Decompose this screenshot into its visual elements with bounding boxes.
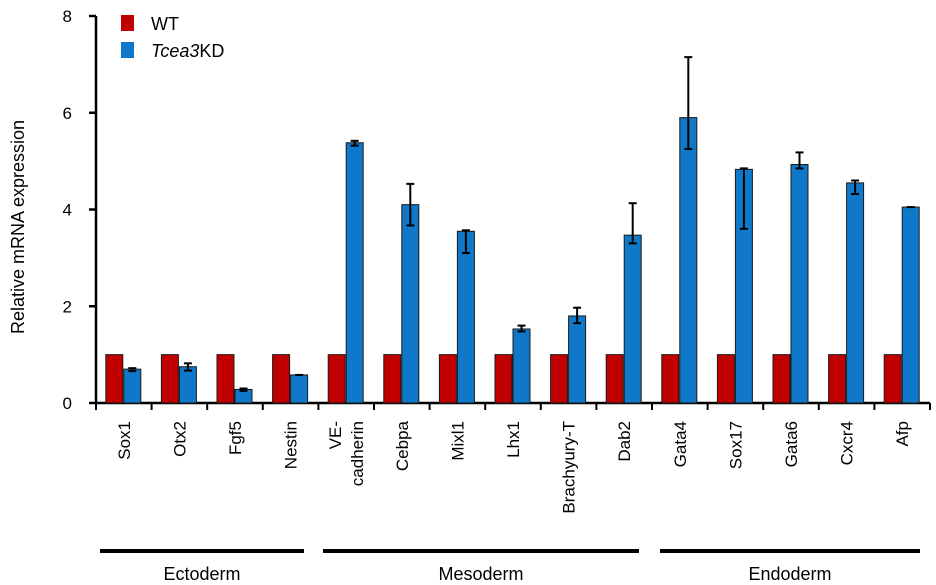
legend-swatch-wt <box>121 15 134 31</box>
bar-wt-4 <box>327 354 346 404</box>
bar-tcea3kd-1 <box>178 366 197 404</box>
category-label: Fgf5 <box>226 421 245 455</box>
bar-tcea3kd-4 <box>345 142 364 404</box>
error-bars <box>128 56 915 392</box>
y-tick-label: 2 <box>63 297 72 316</box>
y-tick-label: 0 <box>63 394 72 413</box>
bars <box>105 117 920 404</box>
bar-tcea3kd-13 <box>846 182 865 404</box>
y-tick-label: 6 <box>63 104 72 123</box>
category-labels: Sox1 Otx2 Fgf5 Nestin VE-cadherin Cebpa Mixl1 L… <box>115 420 912 513</box>
bar-wt-6 <box>438 354 457 404</box>
x-axis <box>95 401 931 410</box>
bar-tcea3kd-8 <box>568 315 587 404</box>
bar-wt-14 <box>883 354 902 404</box>
category-label: VE- <box>326 421 345 449</box>
legend: WT Tcea3KD <box>121 14 224 61</box>
bar-tcea3kd-3 <box>290 374 309 404</box>
category-label: Sox1 <box>115 421 134 460</box>
bar-tcea3kd-0 <box>123 368 142 404</box>
bar-tcea3kd-14 <box>901 206 920 404</box>
category-label: Mixl1 <box>448 421 467 461</box>
bar-wt-3 <box>272 354 291 404</box>
category-label: Afp <box>893 421 912 447</box>
legend-swatch-tcea3kd <box>121 42 134 58</box>
bar-tcea3kd-9 <box>623 234 642 404</box>
category-label: Gata6 <box>782 421 801 467</box>
group-brackets: Ectoderm Mesoderm Endoderm <box>100 549 920 584</box>
group-label-endoderm: Endoderm <box>748 564 831 584</box>
group-label-mesoderm: Mesoderm <box>438 564 523 584</box>
bar-wt-1 <box>160 354 179 404</box>
bar-wt-2 <box>216 354 235 404</box>
bar-wt-0 <box>105 354 124 404</box>
bar-wt-7 <box>494 354 513 404</box>
y-axis: 0 2 4 6 8 <box>63 7 98 413</box>
category-label: Cebpa <box>393 420 412 471</box>
bar-wt-8 <box>550 354 569 404</box>
bar-wt-9 <box>605 354 624 404</box>
bar-wt-10 <box>661 354 680 404</box>
bar-tcea3kd-7 <box>512 328 531 404</box>
bar-tcea3kd-10 <box>679 117 698 404</box>
legend-label-tcea3kd: Tcea3KD <box>151 41 224 61</box>
category-label: Dab2 <box>615 421 634 462</box>
y-tick-label: 8 <box>63 7 72 26</box>
category-label: Cxcr4 <box>838 421 857 465</box>
category-label: Lhx1 <box>504 421 523 458</box>
category-label: Sox17 <box>726 421 745 469</box>
bar-tcea3kd-5 <box>401 204 420 404</box>
category-label: Otx2 <box>170 421 189 457</box>
category-label: Gata4 <box>671 421 690 467</box>
category-label: cadherin <box>348 421 367 486</box>
bar-wt-5 <box>383 354 402 404</box>
y-axis-title: Relative mRNA expression <box>8 120 28 334</box>
category-label: Brachyury-T <box>560 421 579 514</box>
bar-tcea3kd-12 <box>790 164 809 404</box>
category-label: Nestin <box>282 421 301 469</box>
bar-wt-12 <box>772 354 791 404</box>
bar-tcea3kd-6 <box>456 230 475 404</box>
group-label-ectoderm: Ectoderm <box>163 564 240 584</box>
bar-wt-13 <box>828 354 847 404</box>
bar-wt-11 <box>716 354 735 404</box>
y-tick-label: 4 <box>63 201 72 220</box>
legend-label-wt: WT <box>151 14 179 34</box>
